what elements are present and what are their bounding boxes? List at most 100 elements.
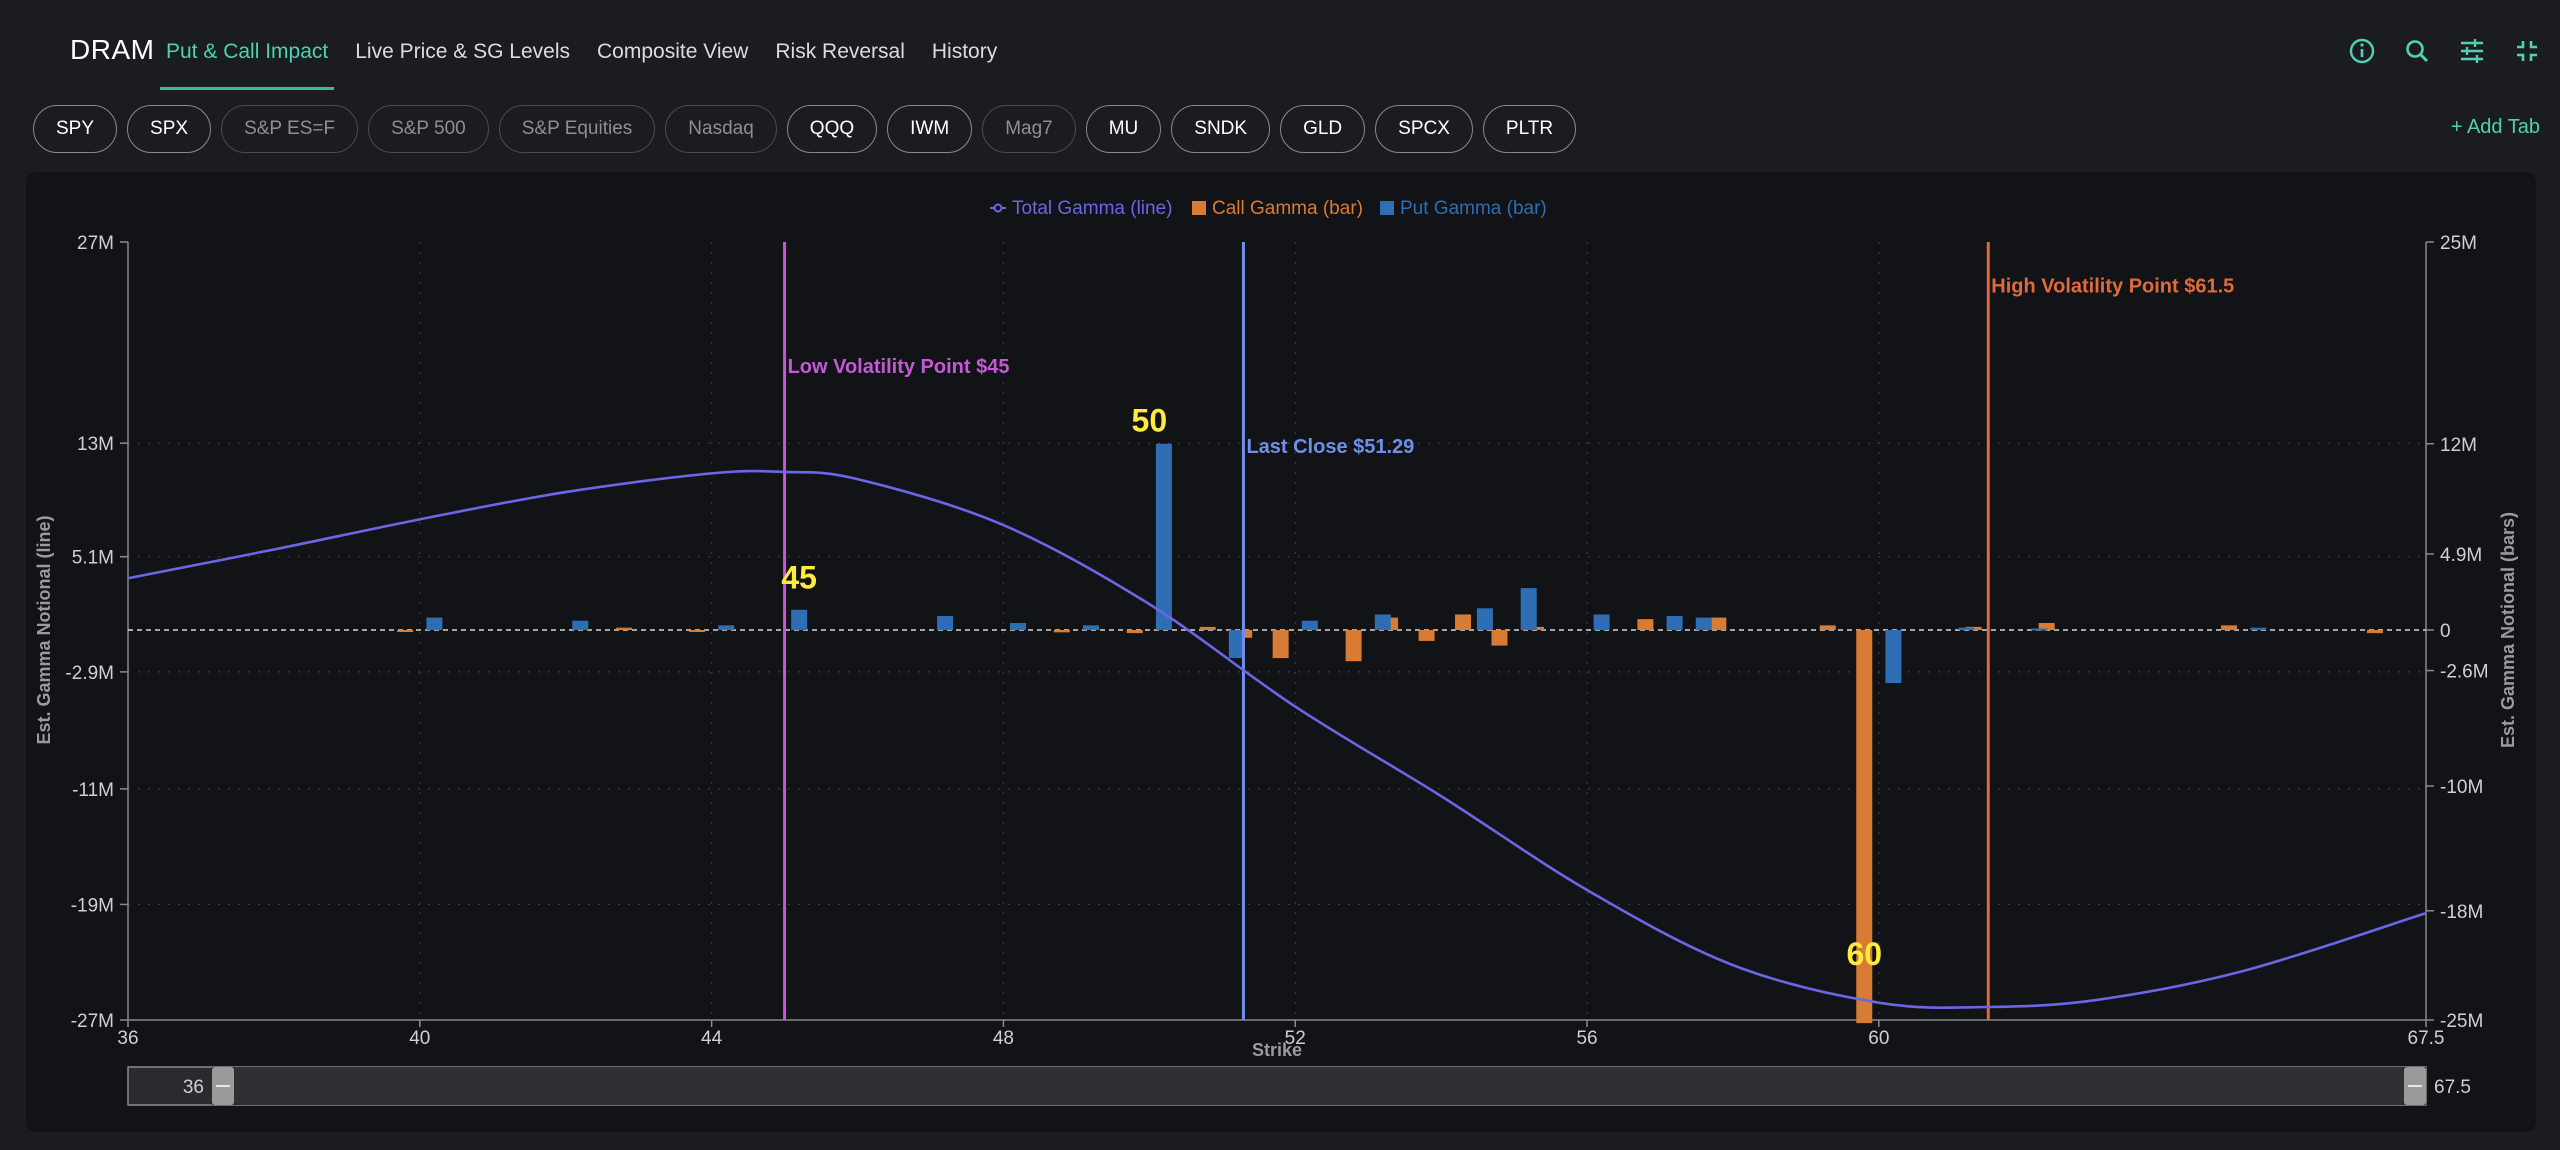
call-gamma-bar xyxy=(1053,630,1070,633)
put-gamma-bar xyxy=(937,616,954,630)
put-gamma-bar xyxy=(1155,443,1172,630)
call-gamma-bar xyxy=(1710,617,1727,630)
put-gamma-bar xyxy=(1958,627,1975,630)
call-gamma-bar xyxy=(1491,630,1508,646)
tab-put-call-impact[interactable]: Put & Call Impact xyxy=(160,38,335,90)
pill-nasdaq[interactable]: Nasdaq xyxy=(665,105,777,153)
tab-history[interactable]: History xyxy=(931,40,998,63)
left-tick-label: 27M xyxy=(77,233,114,254)
strike-label: 50 xyxy=(1132,403,1168,439)
call-gamma-bar xyxy=(1418,630,1435,641)
pill-sndk[interactable]: SNDK xyxy=(1171,105,1271,153)
call-gamma-bar xyxy=(397,630,414,632)
right-tick-label: 25M xyxy=(2440,233,2477,254)
low-volatility-line-label: Low Volatility Point $45 xyxy=(788,356,1010,378)
call-gamma-bar xyxy=(1272,630,1289,659)
toolbar-icons xyxy=(2322,36,2542,66)
right-axis-title: Est. Gamma Notional (bars) xyxy=(2498,512,2518,748)
legend-total-gamma[interactable]: Total Gamma (line) xyxy=(1012,198,1173,219)
put-gamma-bar xyxy=(572,620,589,630)
last-close-line-label: Last Close $51.29 xyxy=(1246,436,1414,458)
left-tick-label: -19M xyxy=(71,895,114,916)
search-icon[interactable] xyxy=(2402,36,2432,66)
right-tick-label: 4.9M xyxy=(2440,545,2482,566)
put-gamma-bar xyxy=(1374,614,1391,630)
pill-spy[interactable]: SPY xyxy=(33,105,118,153)
x-tick-label: 36 xyxy=(117,1028,138,1049)
pill-spcx[interactable]: SPCX xyxy=(1375,105,1473,153)
put-gamma-bar xyxy=(1885,630,1902,684)
pill-pltr[interactable]: PLTR xyxy=(1482,105,1577,153)
call-gamma-bar xyxy=(1199,626,1216,630)
call-gamma-bar xyxy=(2221,625,2238,630)
call-gamma-bar xyxy=(616,627,633,630)
pill-sp-es-f[interactable]: S&P ES=F xyxy=(221,105,359,153)
pill-gld[interactable]: GLD xyxy=(1280,105,1366,153)
pill-qqq[interactable]: QQQ xyxy=(786,105,878,153)
right-tick-label: -18M xyxy=(2440,902,2483,923)
left-tick-label: 13M xyxy=(77,434,114,455)
put-gamma-bar xyxy=(1010,623,1027,630)
put-gamma-bar xyxy=(1476,608,1493,630)
strike-label: 45 xyxy=(781,559,817,595)
legend-put-gamma[interactable]: Put Gamma (bar) xyxy=(1400,198,1547,219)
left-tick-label: -11M xyxy=(72,780,114,801)
call-gamma-bar xyxy=(2366,630,2383,634)
pill-iwm[interactable]: IWM xyxy=(887,105,973,153)
x-tick-label: 52 xyxy=(1285,1028,1306,1049)
put-gamma-bar xyxy=(1082,625,1099,630)
pill-mu[interactable]: MU xyxy=(1085,105,1162,153)
legend-put-gamma-swatch xyxy=(1380,201,1394,215)
gamma-chart: 27M 13M 5.1M -2.9M -11M -19M -27M 25M 12M 4.9M 0 -2… xyxy=(34,198,2518,1106)
left-tick-label: 5.1M xyxy=(72,548,114,569)
right-tick-label: -2.6M xyxy=(2440,662,2489,683)
top-bar: DRAM Put & Call Impact Live Price & SG L… xyxy=(0,0,2560,100)
legend-call-gamma-swatch xyxy=(1192,201,1206,215)
right-tick-label: -25M xyxy=(2440,1011,2483,1032)
high-volatility-line-label: High Volatility Point $61.5 xyxy=(1991,275,2234,297)
call-gamma-bar xyxy=(689,630,706,632)
collapse-icon[interactable] xyxy=(2512,36,2542,66)
x-tick-label: 67.5 xyxy=(2408,1028,2445,1049)
call-gamma-bar xyxy=(1819,625,1836,630)
chart-panel: 27M 13M 5.1M -2.9M -11M -19M -27M 25M 12M 4.9M 0 -2… xyxy=(26,172,2536,1132)
range-slider-selection xyxy=(212,1067,2426,1105)
ticker-symbol: DRAM xyxy=(70,34,155,65)
call-gamma-bar xyxy=(1637,619,1654,630)
put-gamma-bar xyxy=(1666,616,1683,630)
left-axis-title: Est. Gamma Notional (line) xyxy=(34,515,54,744)
pill-spx[interactable]: SPX xyxy=(127,105,212,153)
tab-live-price-sg-levels[interactable]: Live Price & SG Levels xyxy=(355,40,570,63)
put-gamma-bar xyxy=(2031,628,2048,631)
info-icon[interactable] xyxy=(2347,36,2377,66)
range-slider-max-label: 67.5 xyxy=(2434,1077,2471,1098)
put-gamma-bar xyxy=(718,625,735,630)
x-tick-label: 56 xyxy=(1576,1028,1597,1049)
ticker-pills: SPY SPX S&P ES=F S&P 500 S&P Equities Na… xyxy=(33,105,1586,153)
call-gamma-bar xyxy=(1345,630,1362,662)
total-gamma-line xyxy=(127,469,2427,1009)
strike-label: 60 xyxy=(1846,936,1882,972)
pill-sp-equities[interactable]: S&P Equities xyxy=(498,105,656,153)
put-gamma-bar xyxy=(426,617,443,630)
tab-risk-reversal[interactable]: Risk Reversal xyxy=(775,40,905,63)
pill-mag7[interactable]: Mag7 xyxy=(982,105,1076,153)
put-gamma-bar xyxy=(791,609,808,630)
legend-call-gamma[interactable]: Call Gamma (bar) xyxy=(1212,198,1363,219)
x-tick-label: 48 xyxy=(993,1028,1014,1049)
sliders-icon[interactable] xyxy=(2457,36,2487,66)
x-tick-label: 44 xyxy=(701,1028,723,1049)
put-gamma-bar xyxy=(1228,630,1245,659)
put-gamma-bar xyxy=(1301,620,1318,630)
call-gamma-bar xyxy=(1856,630,1873,1024)
call-gamma-bar xyxy=(1126,630,1143,634)
right-tick-label: 0 xyxy=(2440,621,2451,642)
pill-sp-500[interactable]: S&P 500 xyxy=(368,105,489,153)
left-tick-label: -27M xyxy=(71,1011,114,1032)
range-slider-min-label: 36 xyxy=(183,1077,204,1098)
tab-composite-view[interactable]: Composite View xyxy=(597,40,749,63)
add-tab-button[interactable]: + Add Tab xyxy=(2450,116,2540,138)
x-tick-label: 60 xyxy=(1868,1028,1889,1049)
put-gamma-bar xyxy=(1593,614,1610,630)
put-gamma-bar xyxy=(1520,588,1537,630)
